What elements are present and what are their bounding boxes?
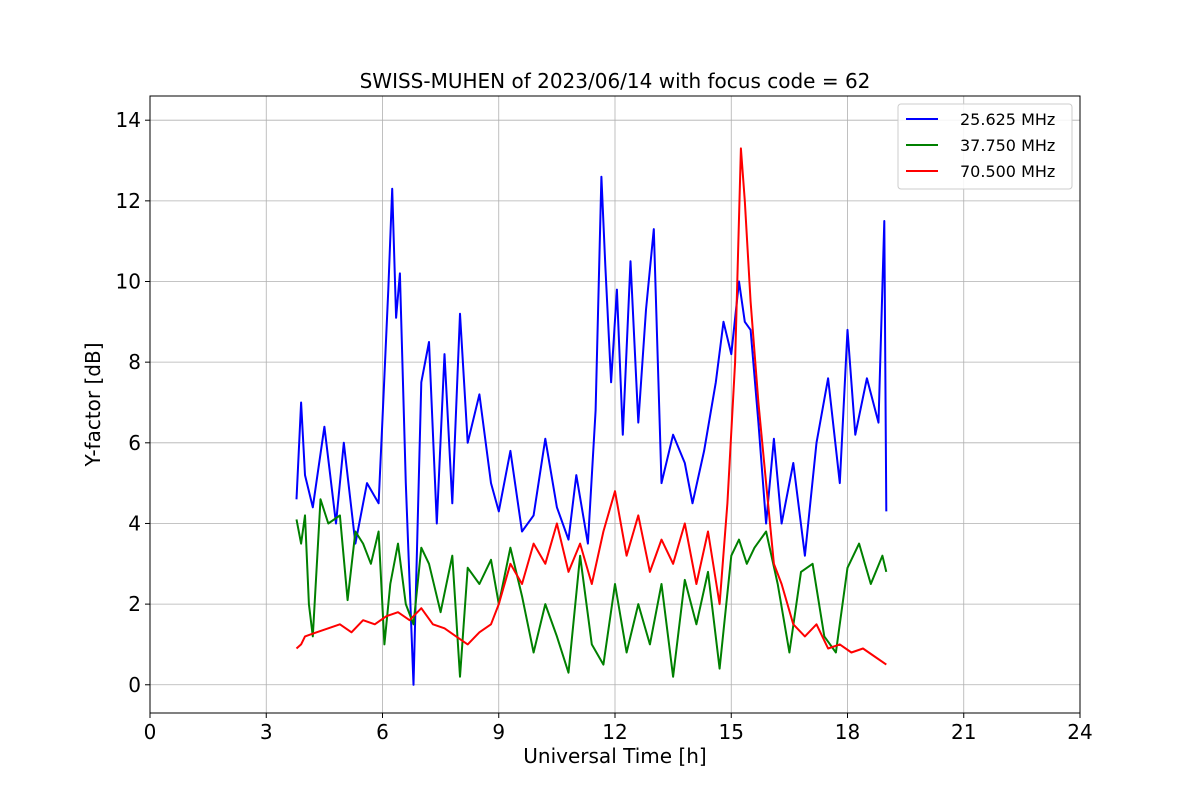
series-line-1 xyxy=(295,175,888,686)
y-tick-label: 4 xyxy=(128,511,141,535)
x-tick-label: 9 xyxy=(492,720,505,744)
chart-title: SWISS-MUHEN of 2023/06/14 with focus cod… xyxy=(360,69,871,93)
y-tick-label: 14 xyxy=(116,108,141,132)
x-tick-label: 21 xyxy=(951,720,976,744)
x-tick-label: 18 xyxy=(835,720,860,744)
x-tick-label: 3 xyxy=(260,720,273,744)
x-tick-label: 6 xyxy=(376,720,389,744)
series-layer xyxy=(295,147,888,686)
y-axis-label: Y-factor [dB] xyxy=(81,342,105,467)
legend-label: 25.625 MHz xyxy=(960,110,1055,129)
x-tick-label: 15 xyxy=(719,720,744,744)
y-tick-label: 12 xyxy=(116,189,141,213)
y-tick-label: 0 xyxy=(128,673,141,697)
legend-label: 70.500 MHz xyxy=(960,162,1055,181)
legend-label: 37.750 MHz xyxy=(960,136,1055,155)
x-tick-label: 0 xyxy=(144,720,157,744)
y-tick-label: 10 xyxy=(116,270,141,294)
x-tick-label: 12 xyxy=(602,720,627,744)
x-tick-label: 24 xyxy=(1067,720,1092,744)
legend: 25.625 MHz 37.750 MHz 70.500 MHz xyxy=(897,103,1073,190)
legend-box xyxy=(897,103,1073,190)
series-line-2 xyxy=(295,498,888,678)
y-tick-label: 8 xyxy=(128,350,141,374)
y-tick-label: 2 xyxy=(128,592,141,616)
series-line-3 xyxy=(295,147,887,666)
y-tick-label: 6 xyxy=(128,431,141,455)
x-axis-label: Universal Time [h] xyxy=(523,744,706,768)
